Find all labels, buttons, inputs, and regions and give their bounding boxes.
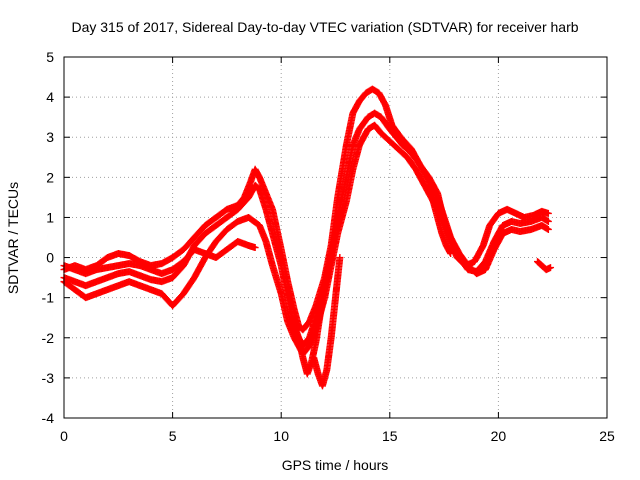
y-tick-label: -3 — [42, 370, 55, 386]
x-tick-label: 15 — [382, 428, 398, 444]
data-point — [447, 250, 455, 258]
data-point — [329, 238, 337, 246]
y-tick-label: 5 — [46, 49, 54, 65]
plot-frame — [63, 56, 608, 419]
x-tick-label: 20 — [491, 428, 507, 444]
axes: 0 5 10 15 20 25 -4 -3 -2 -1 0 1 2 3 4 5 — [42, 49, 615, 444]
series-track-1 — [60, 85, 552, 334]
chart-title: Day 315 of 2017, Sidereal Day-to-day VTE… — [71, 19, 578, 35]
y-tick-label: -2 — [42, 330, 55, 346]
data-markers — [60, 85, 555, 390]
x-axis-label: GPS time / hours — [282, 457, 389, 473]
series-track-8 — [533, 258, 555, 274]
series-track-2 — [60, 109, 552, 350]
x-tick-label: 25 — [599, 428, 615, 444]
series-track-7 — [425, 181, 455, 258]
data-point — [544, 209, 552, 217]
y-tick-label: -4 — [42, 410, 55, 426]
y-tick-label: -1 — [42, 290, 55, 306]
data-point — [336, 254, 344, 262]
x-tick-label: 10 — [273, 428, 289, 444]
data-point — [544, 217, 552, 225]
series-track-4 — [60, 238, 259, 278]
x-tick-label: 5 — [169, 428, 177, 444]
y-tick-label: 3 — [46, 129, 54, 145]
data-point — [547, 264, 555, 272]
data-point — [251, 244, 259, 252]
y-tick-label: 1 — [46, 209, 54, 225]
y-tick-label: 2 — [46, 169, 54, 185]
series-track-6 — [310, 254, 344, 390]
y-tick-label: 4 — [46, 89, 54, 105]
x-tick-label: 0 — [60, 428, 68, 444]
y-tick-label: 0 — [46, 250, 54, 266]
data-point — [544, 225, 552, 233]
y-axis-label: SDTVAR / TECUs — [5, 182, 21, 294]
